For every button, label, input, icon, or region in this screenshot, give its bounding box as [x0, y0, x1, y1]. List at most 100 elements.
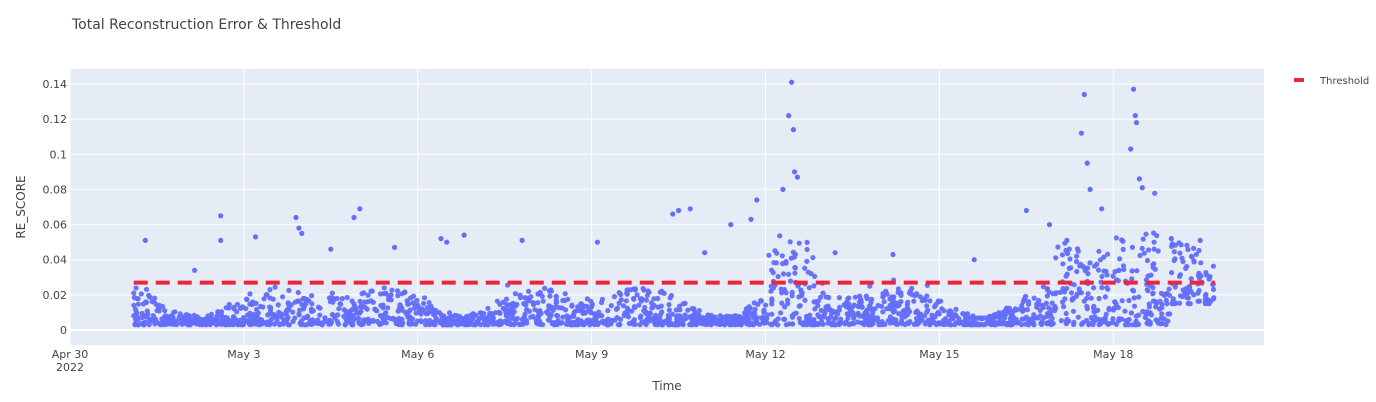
x-tick-label: May 15: [919, 348, 959, 361]
data-point: [1141, 250, 1147, 256]
data-point: [1170, 299, 1176, 305]
data-point: [178, 320, 184, 326]
data-point: [775, 322, 781, 328]
data-point: [614, 305, 621, 311]
data-point: [1120, 246, 1126, 252]
data-point: [642, 320, 649, 326]
data-point: [560, 314, 566, 320]
data-point: [752, 306, 758, 312]
data-point: [1085, 271, 1091, 277]
data-point: [659, 309, 665, 315]
data-point: [698, 317, 704, 323]
data-point-outlier: [519, 237, 525, 243]
data-point: [780, 261, 786, 267]
data-point: [502, 307, 508, 313]
data-point: [516, 321, 522, 327]
x-axis-title: Time: [651, 379, 681, 393]
data-point: [950, 315, 956, 321]
data-point: [742, 316, 748, 322]
data-point: [746, 307, 752, 313]
data-point: [855, 310, 861, 316]
data-point: [870, 310, 876, 316]
data-point: [1113, 301, 1119, 307]
data-point: [1116, 267, 1122, 273]
data-point-outlier: [1087, 186, 1093, 192]
data-point: [1145, 321, 1151, 327]
data-point: [1046, 305, 1052, 311]
data-point: [1064, 250, 1071, 257]
data-point: [640, 285, 646, 292]
data-point: [804, 246, 810, 253]
data-point: [243, 296, 250, 302]
data-point: [1097, 257, 1103, 263]
data-point: [415, 304, 421, 310]
data-point: [1003, 311, 1009, 317]
data-point: [953, 306, 959, 312]
legend[interactable]: Threshold: [1294, 76, 1369, 87]
data-point: [1126, 297, 1132, 304]
data-point: [800, 321, 806, 327]
data-point: [152, 321, 158, 327]
data-point: [722, 314, 728, 320]
data-point: [315, 304, 321, 310]
data-point: [1180, 258, 1186, 265]
data-point: [1096, 248, 1102, 254]
data-point: [526, 288, 532, 294]
data-point: [728, 316, 734, 322]
data-point: [798, 287, 804, 293]
data-point: [1071, 319, 1077, 325]
data-point: [1110, 316, 1116, 322]
data-point: [1151, 239, 1157, 245]
data-point: [286, 287, 292, 293]
data-point-outlier: [790, 127, 797, 133]
data-point: [265, 319, 271, 325]
data-point: [575, 306, 581, 312]
data-point: [542, 285, 548, 291]
data-point: [1157, 306, 1163, 312]
data-point: [837, 304, 843, 310]
data-point: [685, 307, 691, 313]
data-point: [481, 311, 487, 317]
data-point: [1068, 290, 1075, 296]
data-point: [1092, 318, 1098, 324]
data-point: [690, 316, 696, 322]
y-axis-title: RE_SCORE: [14, 175, 28, 238]
data-point: [407, 307, 413, 313]
data-point: [290, 309, 296, 315]
data-point: [1058, 318, 1064, 324]
data-point: [281, 317, 287, 323]
data-point: [166, 319, 172, 325]
data-point: [139, 310, 145, 317]
data-point: [396, 307, 402, 313]
data-point: [381, 316, 387, 322]
data-point: [218, 318, 224, 324]
data-point: [344, 318, 350, 324]
data-point: [230, 314, 237, 320]
data-point: [547, 293, 553, 299]
data-point: [1166, 286, 1172, 292]
data-point: [844, 320, 850, 326]
data-point: [548, 311, 554, 317]
data-point: [868, 322, 875, 328]
data-point: [1152, 190, 1158, 196]
data-point: [789, 289, 795, 295]
data-point: [758, 298, 764, 304]
data-point: [1210, 286, 1217, 292]
data-point: [632, 305, 638, 311]
data-point-outlier: [461, 232, 467, 238]
data-point-outlier: [670, 211, 676, 217]
data-point: [286, 307, 292, 313]
data-point: [778, 310, 784, 316]
data-point: [488, 318, 494, 325]
data-point: [1176, 273, 1183, 279]
data-point: [205, 313, 211, 319]
data-point: [448, 314, 455, 320]
data-point: [620, 303, 627, 309]
data-point: [261, 296, 267, 302]
data-point: [667, 295, 673, 301]
data-point-outlier: [594, 239, 601, 245]
data-point: [1053, 255, 1059, 261]
data-point: [1210, 296, 1217, 302]
data-point: [300, 295, 307, 301]
data-point: [173, 322, 180, 328]
